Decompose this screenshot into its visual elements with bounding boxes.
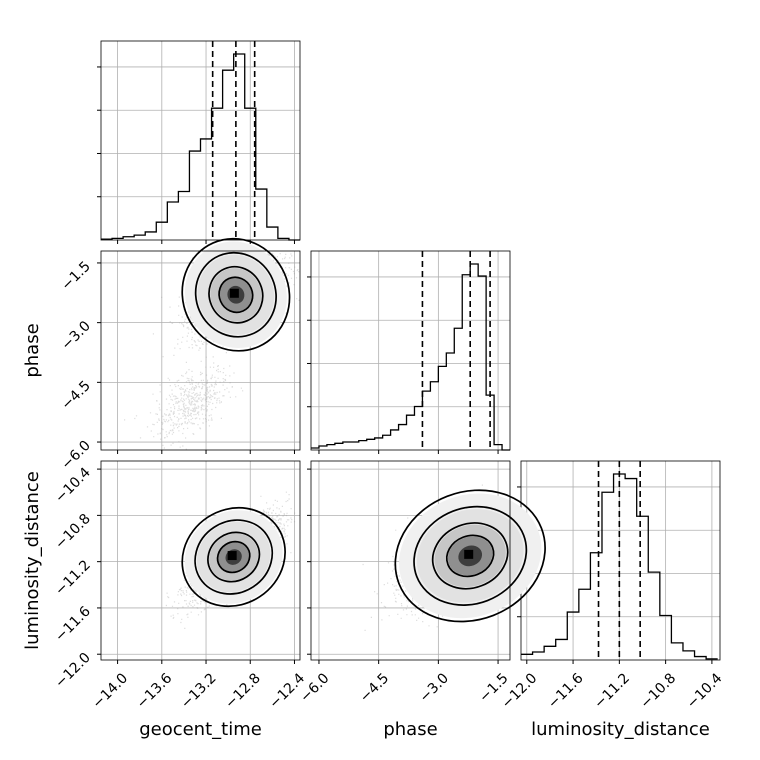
y-tick-label: −12.0 (52, 650, 94, 692)
scatter-panel-geocent_time-luminosity_distance (97, 460, 301, 664)
x-tick-label: −13.2 (178, 670, 220, 712)
panel-frame (100, 250, 301, 451)
x-tick-label: −4.5 (357, 670, 392, 705)
scatter-panel-phase-luminosity_distance (307, 460, 546, 664)
y-tick-label: −3.0 (58, 318, 93, 353)
x-tick-label: −12.8 (222, 670, 264, 712)
histogram-step-line (311, 263, 510, 451)
contour-line (208, 265, 264, 324)
sample-points (362, 484, 510, 631)
x-tick-label: −13.6 (134, 670, 176, 712)
y-tick-label: −4.5 (58, 378, 93, 413)
contour-line (413, 505, 528, 606)
y-tick-label: −1.5 (58, 258, 93, 293)
y-axis-title: phase (22, 323, 43, 377)
contour-line (445, 534, 495, 578)
contour-line (181, 506, 286, 608)
y-axis-title: luminosity_distance (22, 471, 43, 650)
x-tick-label: −3.0 (417, 670, 452, 705)
contour-line (194, 251, 277, 338)
x-axis-title: phase (383, 719, 437, 740)
x-axis-title: geocent_time (139, 719, 262, 740)
hist-panel-geocent_time (97, 40, 301, 244)
contour-line (216, 540, 251, 574)
x-tick-label: −6.0 (297, 670, 332, 705)
panel-frame (100, 460, 301, 661)
x-tick-label: −11.2 (591, 670, 633, 712)
x-axis-title: luminosity_distance (531, 719, 710, 740)
scatter-panel-geocent_time-phase (97, 237, 301, 454)
contour-line (194, 519, 274, 595)
x-tick-label: −11.6 (545, 670, 587, 712)
y-tick-label: −11.6 (52, 603, 94, 645)
contour-line (218, 276, 254, 314)
y-tick-label: −6.0 (58, 438, 93, 473)
density-peak (227, 551, 237, 561)
y-tick-label: −10.4 (52, 465, 94, 507)
x-tick-label: −10.4 (684, 670, 726, 712)
panel-frame (100, 40, 301, 241)
x-tick-label: −10.8 (638, 670, 680, 712)
panel-frame (310, 250, 511, 451)
contour-line (181, 237, 291, 352)
panel-frame (520, 460, 721, 661)
y-tick-label: −10.8 (52, 511, 94, 553)
x-tick-label: −14.0 (90, 670, 132, 712)
contour-line (394, 489, 546, 623)
contour-line (431, 522, 509, 590)
hist-panel-phase (307, 250, 511, 454)
hist-panel-luminosity_distance (517, 460, 721, 664)
contour-line (207, 531, 261, 583)
y-tick-label: −11.2 (52, 557, 94, 599)
density-peak (229, 288, 239, 298)
density-peak (464, 549, 474, 559)
histogram-step-line (101, 53, 300, 241)
panel-frame (310, 460, 511, 661)
